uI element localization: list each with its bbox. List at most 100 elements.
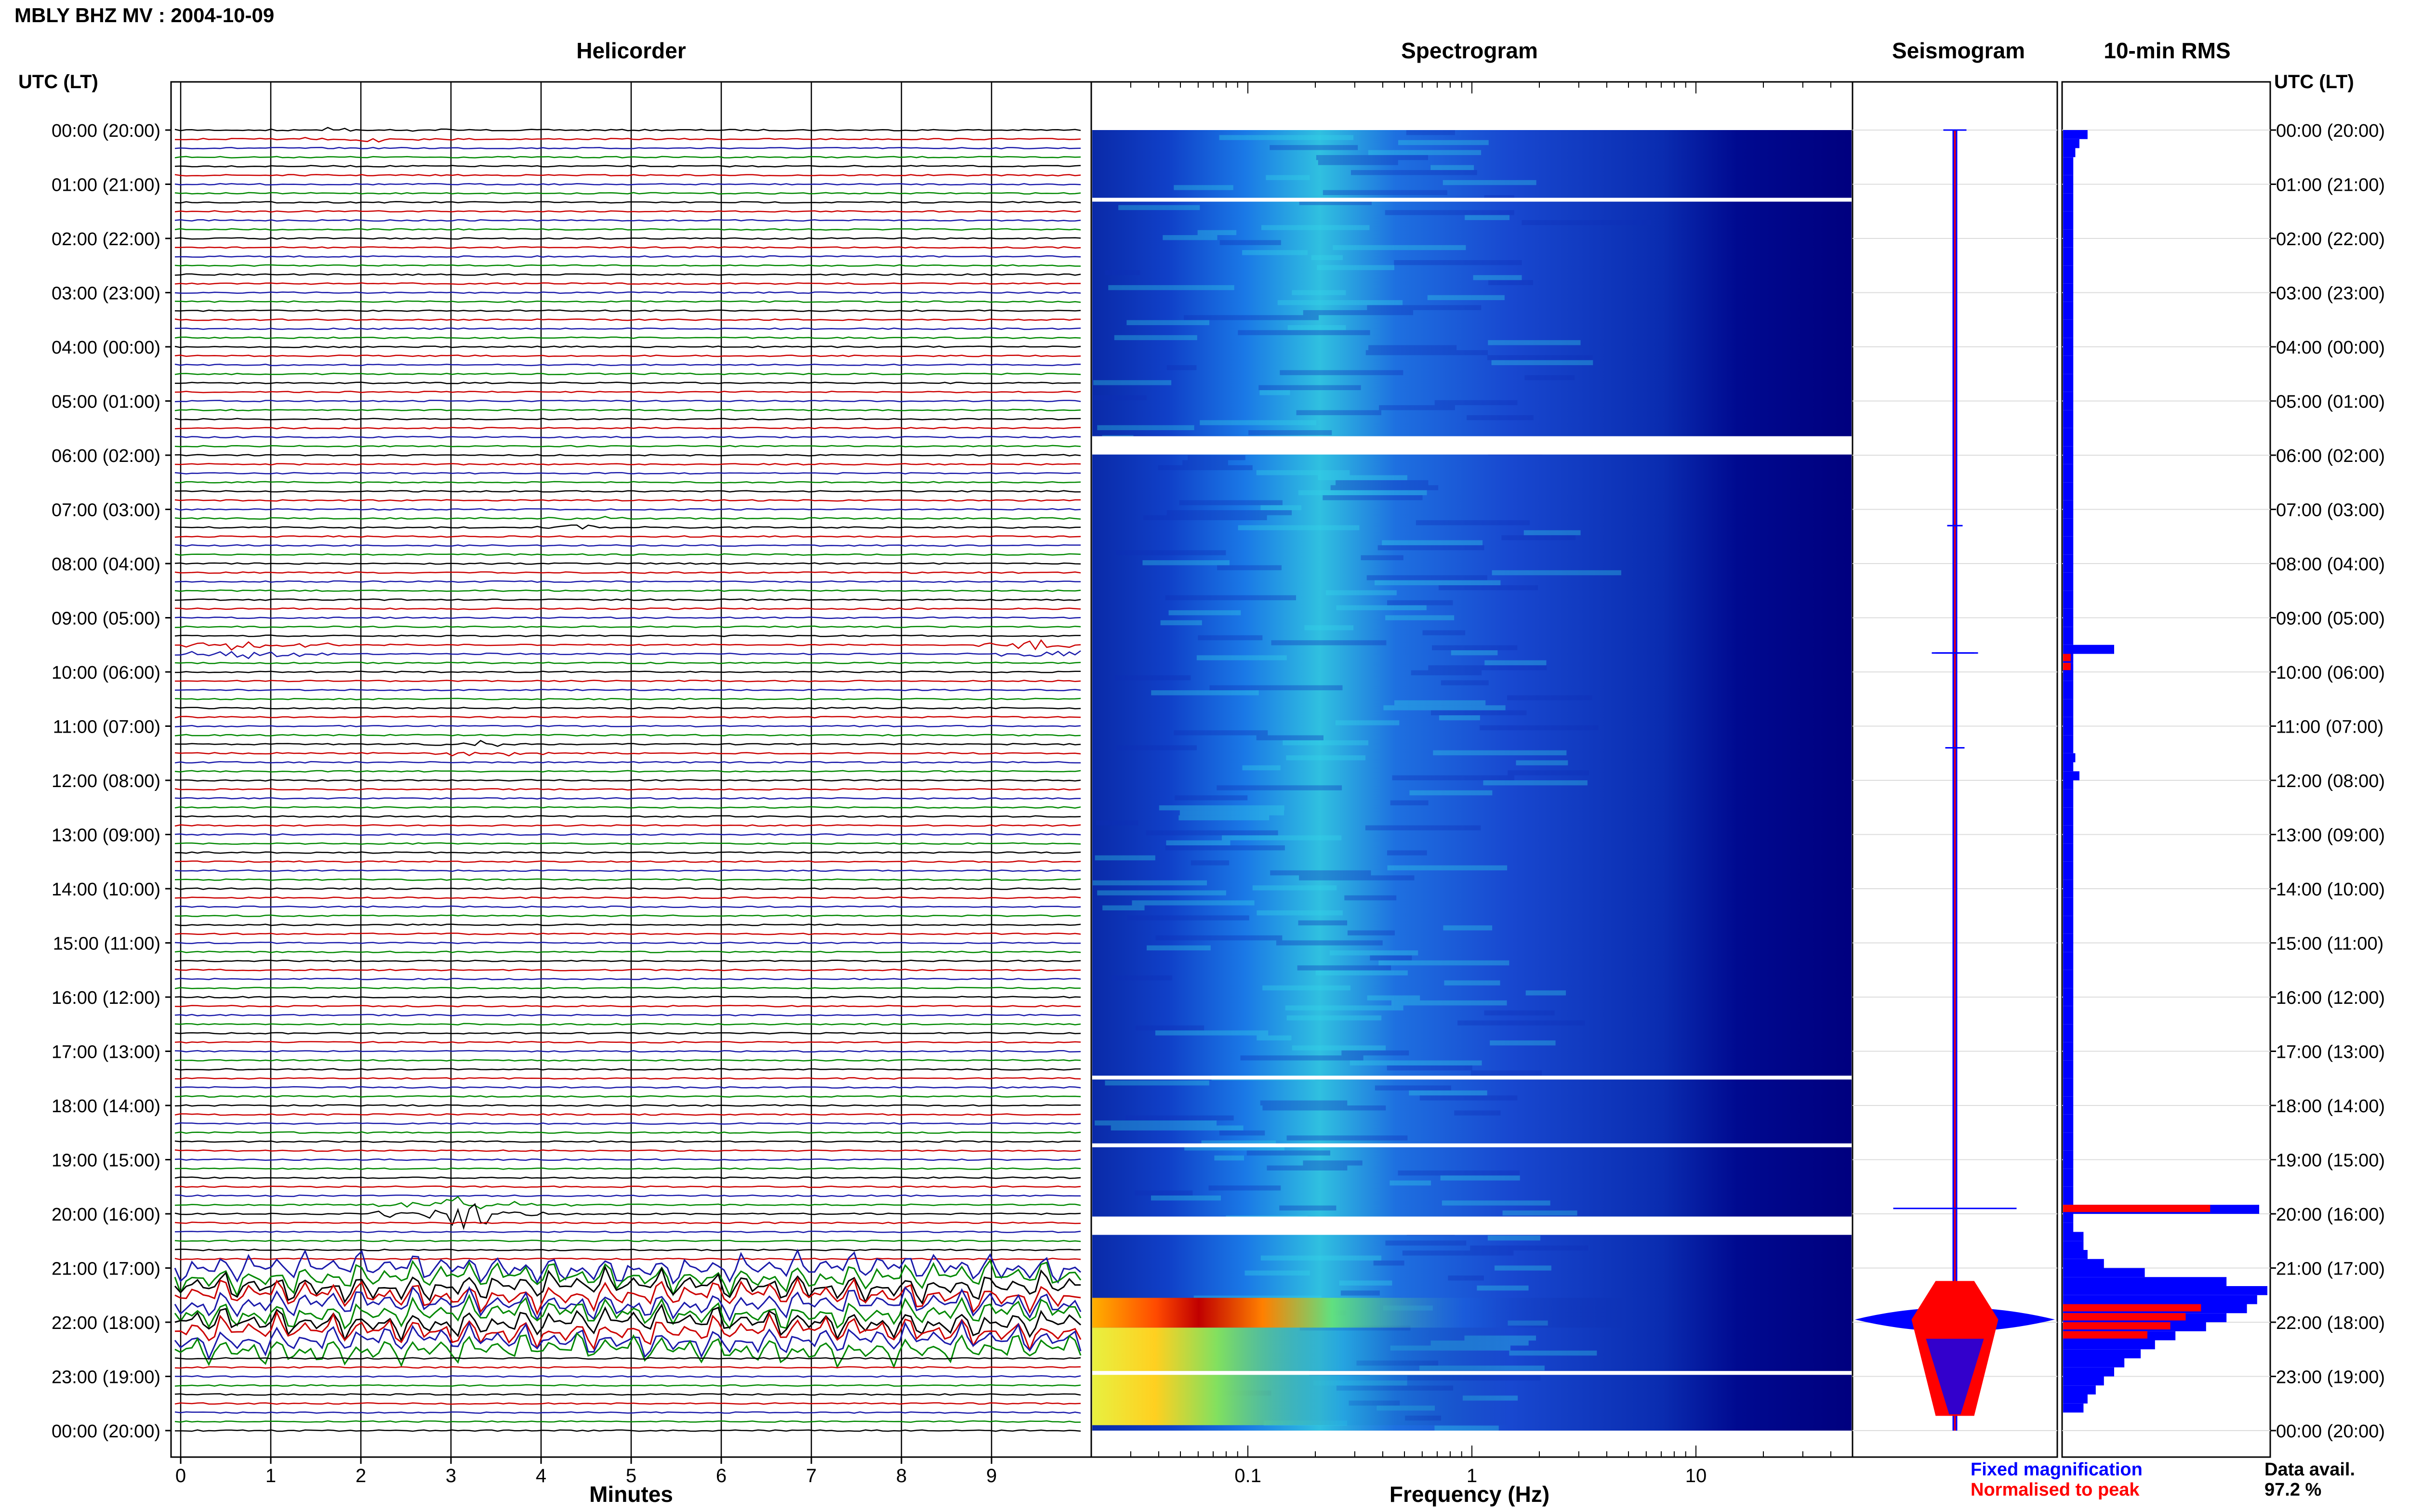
spectrogram-texture xyxy=(1394,700,1486,706)
helicorder-trace xyxy=(174,607,1081,610)
rms-bar-fixed xyxy=(2063,644,2114,654)
rms-bar-fixed xyxy=(2063,491,2074,500)
rms-bar-fixed xyxy=(2063,347,2074,356)
spectrogram-texture xyxy=(1470,1070,1542,1076)
spectrogram-texture xyxy=(1434,400,1518,406)
helicorder-trace xyxy=(174,933,1081,935)
helicorder-trace xyxy=(174,183,1081,186)
spectrogram-texture xyxy=(1318,475,1407,480)
spectrogram-texture xyxy=(1465,215,1510,220)
rms-bar-fixed xyxy=(2063,148,2076,158)
helicorder-trace xyxy=(174,508,1081,511)
helicorder-trace xyxy=(174,1375,1081,1378)
spectrogram-texture xyxy=(1398,1170,1520,1176)
spectrogram-texture xyxy=(1242,250,1308,255)
rms-bar-fixed xyxy=(2063,500,2074,510)
rms-bar-fixed xyxy=(2063,1033,2074,1042)
helicorder-trace xyxy=(174,779,1081,782)
spectrogram-texture xyxy=(1292,1045,1386,1051)
spectrogram-texture xyxy=(1385,210,1514,215)
spectrogram-texture xyxy=(1116,550,1226,555)
time-label-left: 16:00 (12:00) xyxy=(52,988,160,1008)
rms-bar-fixed xyxy=(2063,464,2074,473)
spectrogram-texture xyxy=(1365,350,1488,355)
helicorder-trace xyxy=(174,309,1081,312)
helicorder-trace xyxy=(174,435,1081,439)
helicorder-trace xyxy=(174,127,1081,132)
page-title: MBLY BHZ MV : 2004-10-09 xyxy=(14,4,275,26)
spectrogram-texture xyxy=(1097,890,1226,895)
helicorder-trace xyxy=(174,1411,1081,1414)
rms-bar-fixed xyxy=(2063,952,2074,961)
spectrogram-xtick-label: 10 xyxy=(1685,1465,1707,1486)
spectrogram-texture xyxy=(1480,725,1599,731)
rms-bar-fixed xyxy=(2063,1114,2074,1124)
helicorder-trace xyxy=(174,969,1081,972)
spectrogram-texture xyxy=(1286,755,1366,761)
helicorder-trace xyxy=(174,1167,1081,1170)
rms-bar-fixed xyxy=(2063,961,2074,970)
time-label-left: 10:00 (06:00) xyxy=(52,663,160,683)
data-gap xyxy=(2063,1216,2269,1235)
spectrogram-texture xyxy=(1242,765,1281,771)
spectrogram-texture xyxy=(1299,875,1415,881)
spectrogram-texture xyxy=(1361,555,1403,561)
spectrogram-texture xyxy=(1298,920,1348,926)
spectrogram-texture xyxy=(1379,405,1455,410)
rms-bar-fixed xyxy=(2063,1223,2074,1232)
spectrogram-texture xyxy=(1277,300,1403,305)
spectrogram-texture xyxy=(1490,1040,1556,1046)
spectrogram-texture xyxy=(1299,200,1372,205)
rms-bar-normalised xyxy=(2063,1205,2210,1212)
spectrogram-texture xyxy=(1333,245,1466,250)
spectrogram-texture xyxy=(1257,910,1343,916)
helicorder-trace xyxy=(174,734,1081,736)
seismogram-swarm-tail xyxy=(1926,1339,1984,1415)
helicorder-trace xyxy=(174,914,1081,917)
spectrogram-texture xyxy=(1315,970,1408,975)
rms-bar-fixed xyxy=(2063,482,2074,491)
spectrogram-texture xyxy=(1422,630,1466,635)
helicorder-trace xyxy=(174,950,1081,953)
data-gap xyxy=(2063,436,2269,455)
spectrogram-texture xyxy=(1108,285,1234,290)
helicorder-trace xyxy=(174,1023,1081,1026)
time-label-right: 03:00 (23:00) xyxy=(2276,284,2385,304)
time-label-left: 12:00 (08:00) xyxy=(52,771,160,791)
rms-bar-fixed xyxy=(2063,880,2074,889)
helicorder-trace xyxy=(174,1222,1081,1224)
helicorder-trace xyxy=(174,336,1081,339)
helicorder-trace xyxy=(174,986,1081,989)
spectrogram-texture xyxy=(1492,570,1621,576)
rms-bar-fixed xyxy=(2063,1358,2125,1367)
spectrogram-texture xyxy=(1298,490,1427,496)
helicorder-trace xyxy=(174,842,1081,845)
spectrogram-texture xyxy=(1182,460,1228,465)
rms-bar-fixed xyxy=(2063,220,2074,230)
rms-bar-fixed xyxy=(2063,1196,2074,1205)
spectrogram-texture xyxy=(1155,1030,1269,1036)
spectrogram-texture xyxy=(1135,1190,1193,1196)
time-label-left: 15:00 (11:00) xyxy=(53,934,160,954)
spectrogram-texture xyxy=(1336,605,1427,610)
spectrogram-texture xyxy=(1159,805,1284,811)
spectrogram-texture xyxy=(1252,885,1337,891)
spectrogram-texture xyxy=(1350,170,1477,175)
rms-bar-fixed xyxy=(2063,933,2074,943)
spectrogram-texture xyxy=(1260,505,1302,511)
spectrogram-texture xyxy=(1387,865,1508,870)
helicorder-trace xyxy=(174,878,1081,881)
spectrogram-texture xyxy=(1367,995,1420,1000)
rms-title: 10-min RMS xyxy=(2104,38,2231,63)
rms-bar-fixed xyxy=(2063,735,2074,744)
spectrogram-texture xyxy=(1200,420,1316,425)
helicorder-trace xyxy=(175,381,1081,384)
spectrogram-texture xyxy=(1311,255,1343,260)
helicorder-xlabel: Minutes xyxy=(589,1482,673,1507)
spectrogram-texture xyxy=(1368,150,1482,155)
time-label-left: 23:00 (19:00) xyxy=(52,1367,160,1388)
rms-bar-fixed xyxy=(2063,1169,2074,1178)
spectrogram-texture xyxy=(1208,1185,1281,1191)
helicorder-xtick-label: 0 xyxy=(175,1465,186,1486)
helicorder-trace xyxy=(174,345,1081,348)
